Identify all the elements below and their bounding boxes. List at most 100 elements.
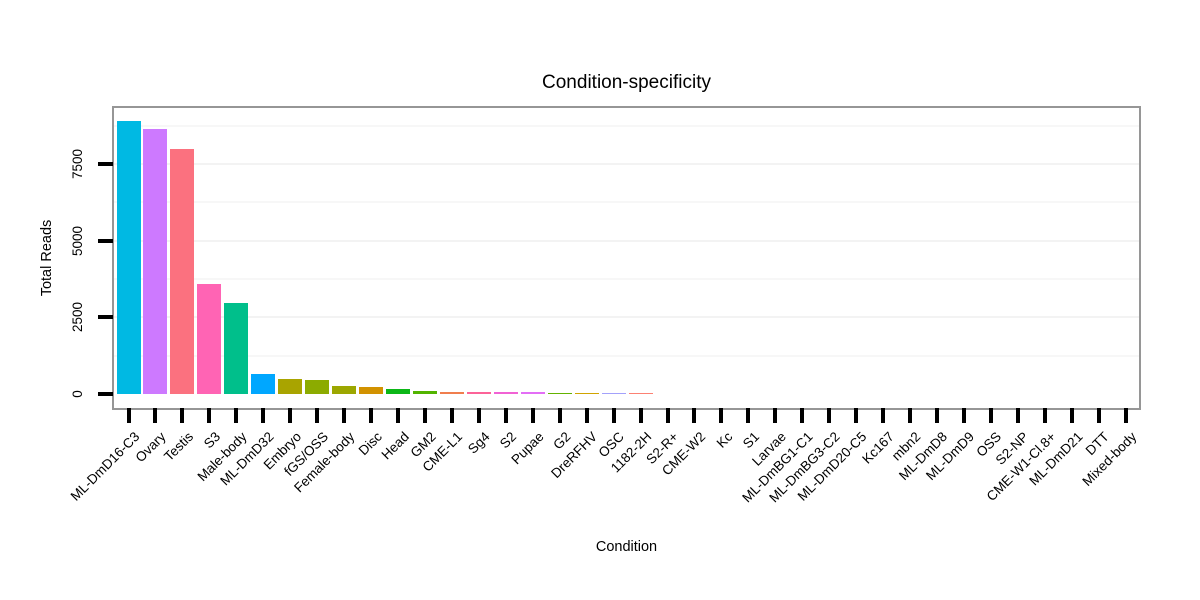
- y-tick-label: 2500: [70, 302, 85, 333]
- x-tick: [342, 408, 347, 423]
- x-tick: [153, 408, 158, 423]
- x-tick-label: OSC: [595, 429, 628, 461]
- x-tick: [126, 408, 131, 423]
- x-tick: [234, 408, 239, 423]
- x-axis-title: Condition: [595, 539, 658, 555]
- x-tick-label: Disc: [355, 429, 385, 459]
- x-tick-label: S2-R+: [643, 429, 682, 467]
- plot-panel: [112, 106, 1141, 410]
- x-tick-label: ML-DmBG3-C2: [766, 429, 843, 506]
- bar: [116, 121, 141, 394]
- x-tick: [988, 408, 993, 423]
- x-tick: [476, 408, 481, 423]
- gridline: [114, 316, 1139, 319]
- x-tick-label: CME-L1: [419, 429, 466, 475]
- x-tick: [638, 408, 643, 423]
- x-tick-label: S3: [200, 429, 223, 452]
- x-tick-label: 1182-2H: [607, 429, 655, 476]
- x-tick-label: Sg4: [464, 429, 493, 457]
- x-tick: [908, 408, 913, 423]
- x-tick: [1042, 408, 1047, 423]
- bar: [466, 392, 491, 394]
- x-tick-label: ML-DmD9: [923, 429, 978, 484]
- x-tick: [1069, 408, 1074, 423]
- x-tick: [719, 408, 724, 423]
- x-tick-label: Ovary: [132, 429, 170, 466]
- bar: [574, 393, 599, 394]
- x-tick: [1096, 408, 1101, 423]
- x-tick-label: Pupae: [508, 429, 547, 468]
- x-tick-label: Head: [378, 429, 412, 463]
- y-tick: [98, 161, 113, 166]
- bar: [251, 374, 276, 394]
- x-tick: [746, 408, 751, 423]
- x-tick-label: fGS/OSS: [280, 429, 331, 479]
- chart-title: Condition-specificity: [542, 72, 711, 93]
- x-tick-label: Female-body: [291, 429, 358, 496]
- x-tick: [881, 408, 886, 423]
- y-tick-label: 5000: [70, 225, 85, 256]
- x-tick: [961, 408, 966, 423]
- gridline: [114, 277, 1139, 280]
- x-tick: [449, 408, 454, 423]
- bar: [520, 392, 545, 394]
- bar: [628, 393, 653, 394]
- y-tick-label: 7500: [70, 148, 85, 179]
- x-tick-label: ML-DmD20-C5: [794, 429, 870, 504]
- x-tick: [1123, 408, 1128, 423]
- x-tick-label: ML-DmD32: [217, 429, 277, 489]
- x-tick-label: DTT: [1083, 429, 1113, 459]
- x-tick: [207, 408, 212, 423]
- bar: [170, 149, 195, 394]
- x-tick: [692, 408, 697, 423]
- x-tick-label: Kc: [713, 429, 735, 451]
- y-tick: [98, 315, 113, 320]
- x-tick-label: ML-DmD16-C3: [67, 429, 143, 504]
- x-tick-label: Mixed-body: [1079, 429, 1140, 489]
- x-tick: [503, 408, 508, 423]
- x-tick-label: Kc167: [859, 429, 897, 467]
- y-axis-title: Total Reads: [39, 219, 55, 297]
- x-tick: [180, 408, 185, 423]
- gridline: [114, 124, 1139, 127]
- gridline: [114, 239, 1139, 242]
- x-tick-label: S2-NP: [992, 429, 1032, 468]
- x-tick-label: CME-W1-Cl.8+: [983, 429, 1059, 505]
- x-tick: [827, 408, 832, 423]
- x-tick-label: S2: [497, 429, 520, 452]
- x-tick-label: Testis: [161, 429, 197, 465]
- x-tick-label: mbn2: [889, 429, 924, 464]
- bar: [197, 284, 222, 394]
- y-tick-label: 0: [70, 390, 85, 398]
- y-tick: [98, 238, 113, 243]
- x-tick: [369, 408, 374, 423]
- bar: [143, 129, 168, 394]
- x-tick: [422, 408, 427, 423]
- x-tick-label: Embryo: [260, 429, 304, 473]
- x-tick-label: S1: [739, 429, 762, 452]
- bar: [439, 392, 464, 394]
- bar: [547, 393, 572, 394]
- x-tick: [935, 408, 939, 423]
- x-tick: [1015, 408, 1020, 423]
- x-tick-label: ML-DmD21: [1025, 429, 1086, 489]
- bar: [386, 389, 410, 394]
- gridline: [114, 162, 1139, 165]
- bar: [305, 380, 330, 394]
- x-tick-label: GM2: [407, 429, 439, 461]
- x-tick: [665, 408, 670, 423]
- bar: [412, 391, 437, 394]
- x-tick: [611, 408, 616, 423]
- x-tick-label: ML-DmBG1-C1: [739, 429, 816, 506]
- x-tick-label: DreRFHV: [548, 429, 601, 481]
- bar: [332, 386, 357, 394]
- x-tick: [261, 408, 266, 423]
- bar: [493, 392, 518, 394]
- y-tick: [98, 392, 113, 396]
- x-tick: [800, 408, 805, 423]
- x-tick: [557, 408, 562, 423]
- bar: [278, 379, 303, 394]
- x-tick: [854, 408, 859, 423]
- x-tick-label: ML-DmD8: [896, 429, 951, 484]
